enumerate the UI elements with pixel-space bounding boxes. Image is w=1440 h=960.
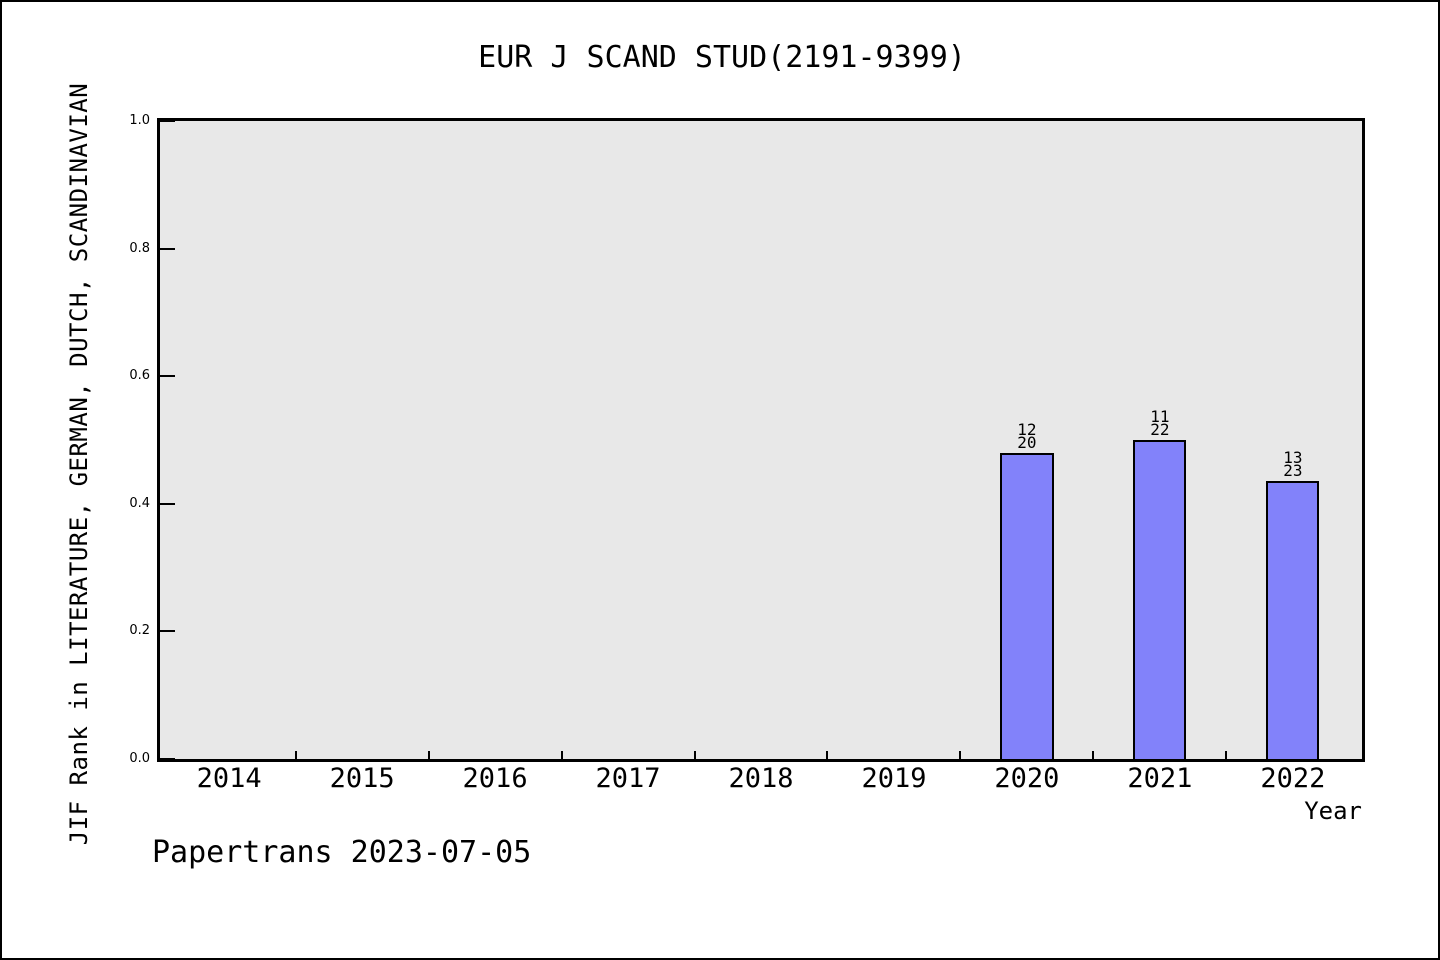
y-tick-label: 0.8 — [129, 240, 150, 256]
x-minor-tick — [427, 751, 430, 759]
footer-watermark: Papertrans 2023-07-05 — [152, 835, 532, 870]
x-minor-tick — [294, 751, 297, 759]
x-tick-label: 2022 — [1260, 763, 1326, 794]
x-tick-label: 2016 — [462, 763, 528, 794]
x-minor-tick — [826, 751, 829, 759]
x-tick-label: 2020 — [994, 763, 1060, 794]
x-tick-label: 2014 — [196, 763, 262, 794]
x-minor-tick — [693, 751, 696, 759]
chart-title: EUR J SCAND STUD(2191-9399) — [478, 40, 966, 75]
y-tick — [160, 247, 175, 250]
y-tick-label: 0.4 — [129, 495, 150, 511]
y-tick-label: 0.2 — [129, 623, 150, 639]
x-minor-tick — [1225, 751, 1228, 759]
y-tick — [160, 375, 175, 378]
x-tick-label: 2015 — [329, 763, 395, 794]
bar-label-2021: 11 22 — [1150, 407, 1170, 439]
y-tick-label: 1.0 — [129, 113, 150, 128]
x-tick-label: 2021 — [1127, 763, 1193, 794]
bar-2022 — [1266, 481, 1320, 759]
y-axis-label: JIF Rank in LITERATURE, GERMAN, DUTCH, S… — [65, 82, 93, 846]
y-tick — [160, 502, 175, 505]
x-minor-tick — [560, 751, 563, 759]
y-tick — [160, 630, 175, 633]
x-minor-tick — [1092, 751, 1095, 759]
y-tick — [160, 120, 175, 122]
plot-content-layer: 0.0 0.2 0.4 0.6 0.8 1.0 2014 2015 2016 2017 2018 20… — [129, 113, 1362, 794]
bar-2021 — [1133, 440, 1187, 759]
x-axis-label: Year — [1304, 797, 1362, 825]
x-tick-label: 2017 — [595, 763, 661, 794]
bar-label-2020: 12 20 — [1017, 419, 1037, 452]
bar-label-2022: 13 23 — [1283, 448, 1303, 481]
y-tick-label: 0.6 — [129, 368, 150, 384]
x-tick-label: 2019 — [861, 763, 927, 794]
x-minor-tick — [959, 751, 962, 759]
bar-2020 — [1000, 452, 1054, 759]
y-tick-label: 0.0 — [129, 751, 150, 766]
x-tick-label: 2018 — [728, 763, 794, 794]
y-tick — [160, 758, 175, 760]
